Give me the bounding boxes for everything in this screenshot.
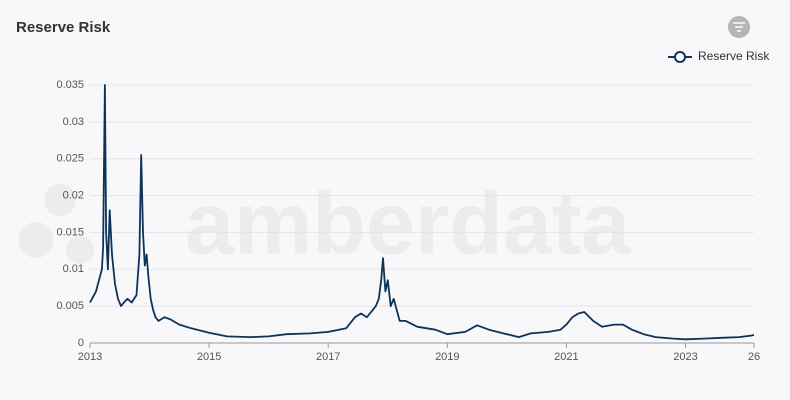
x-tick-label: 2013: [78, 351, 102, 363]
y-tick-label: 0.005: [56, 300, 84, 312]
x-tick-label: 2019: [435, 351, 459, 363]
x-tick-label: 2021: [554, 351, 578, 363]
chart-title: Reserve Risk: [16, 19, 111, 36]
y-tick-label: 0.015: [56, 226, 84, 238]
line-series: [89, 84, 755, 341]
y-tick-label: 0.03: [63, 116, 84, 128]
filter-button[interactable]: [728, 16, 750, 38]
y-tick-label: 0: [78, 337, 84, 349]
y-tick-label: 0.02: [63, 189, 84, 201]
x-tick-label: 26: [748, 351, 760, 363]
x-tick-label: 2017: [316, 351, 340, 363]
y-tick-label: 0.035: [56, 79, 84, 91]
y-tick-label: 0.01: [63, 263, 84, 275]
x-tick-label: 2015: [197, 351, 221, 363]
watermark-logo: [18, 184, 94, 264]
y-tick-label: 0.025: [56, 153, 84, 165]
legend-marker: [674, 51, 686, 63]
legend-label: Reserve Risk: [698, 49, 770, 63]
watermark: amberdata: [185, 173, 631, 272]
x-tick-label: 2023: [673, 351, 697, 363]
